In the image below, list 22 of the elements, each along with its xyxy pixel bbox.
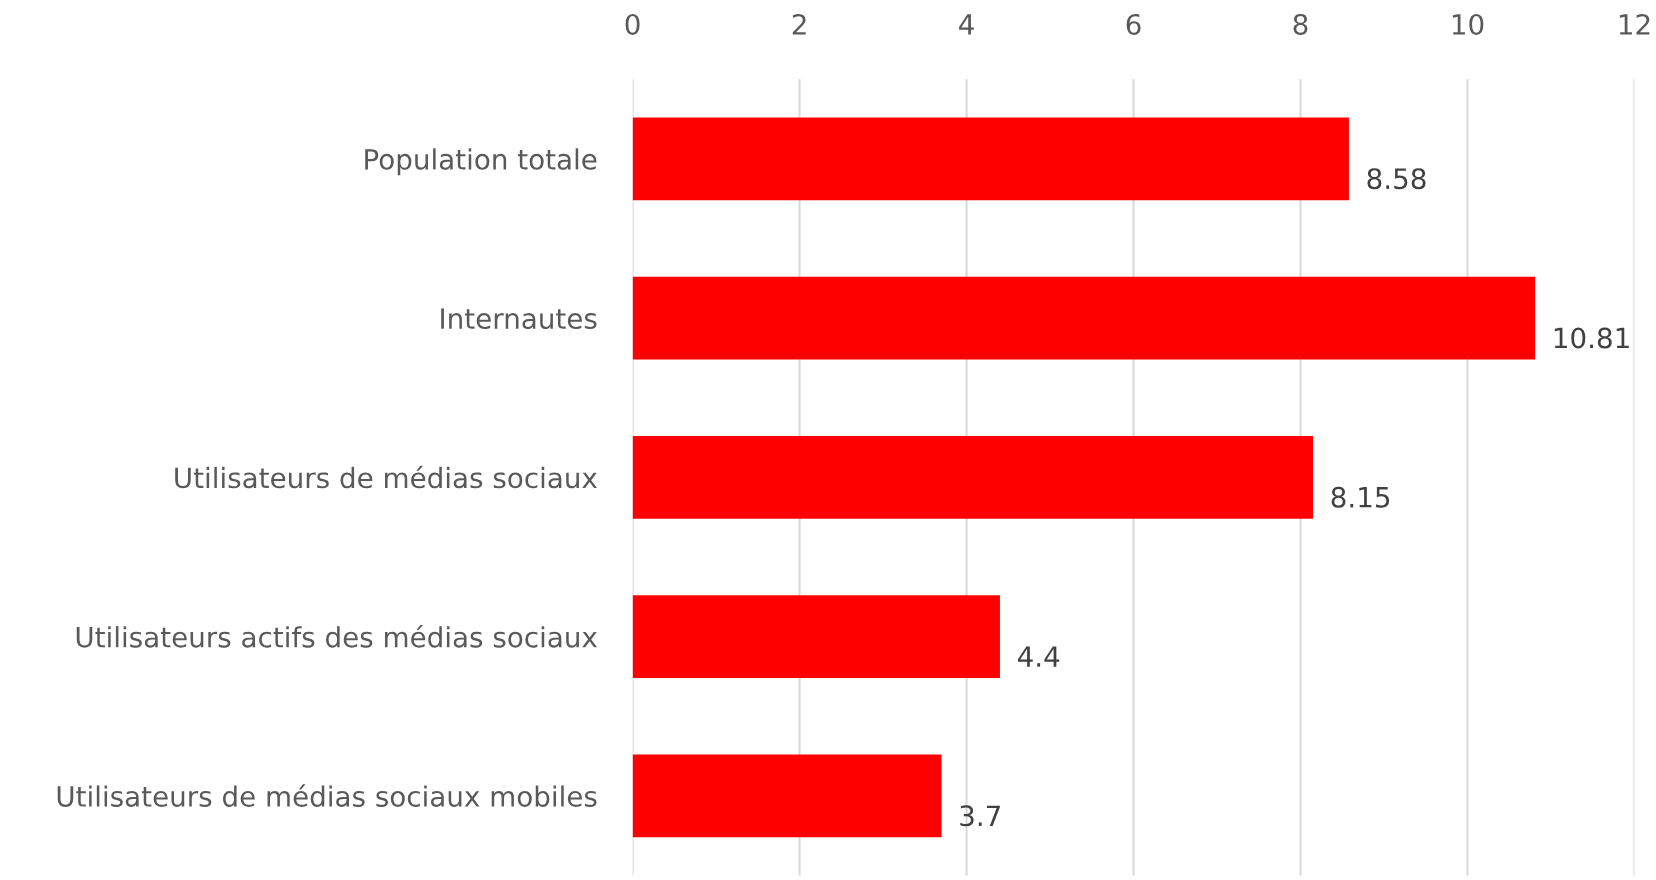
y-tick-label: Population totale xyxy=(365,148,597,176)
y-tick-label: Utilisateurs de médias sociaux mobiles xyxy=(57,784,597,807)
bar xyxy=(632,435,1314,519)
bar xyxy=(632,276,1536,360)
data-label: 10.81 xyxy=(1554,327,1629,349)
bar xyxy=(632,595,1000,679)
data-label: 4.4 xyxy=(1017,646,1060,667)
data-label: 3.7 xyxy=(960,805,1000,827)
y-tick-label: Utilisateurs de médias sociaux xyxy=(175,465,597,489)
x-tick-label: 0 xyxy=(625,13,640,35)
x-tick-label: 4 xyxy=(959,14,974,35)
bar xyxy=(632,754,942,838)
y-tick-label: Utilisateurs actifs des médias sociaux xyxy=(76,625,597,648)
x-tick-label: 6 xyxy=(1126,13,1141,35)
bar xyxy=(632,117,1349,201)
x-tick-label: 8 xyxy=(1293,13,1308,35)
x-tick-label: 12 xyxy=(1619,13,1650,35)
x-tick-label: 2 xyxy=(792,13,806,35)
data-label: 8.15 xyxy=(1331,486,1390,508)
data-label: 8.58 xyxy=(1367,168,1426,190)
x-tick-label: 10 xyxy=(1452,13,1484,35)
y-tick-label: Internautes xyxy=(441,308,597,330)
